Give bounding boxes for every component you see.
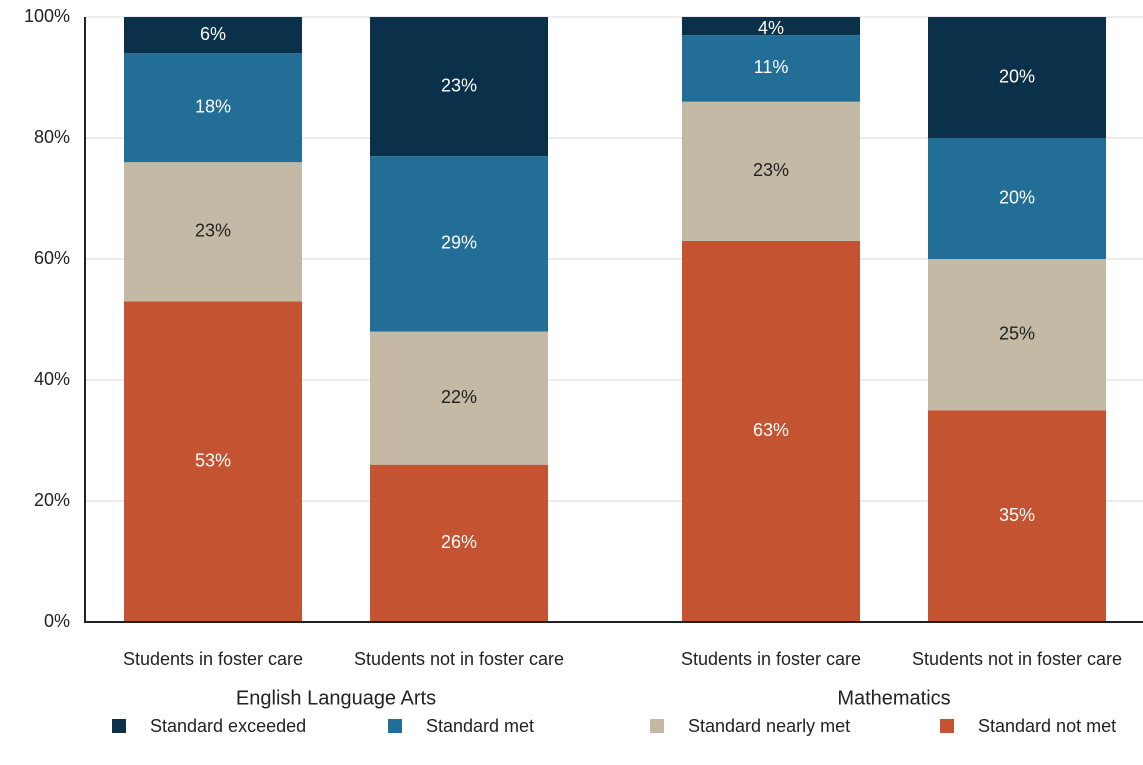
bar-segment — [928, 138, 1106, 259]
bar-segment — [124, 17, 302, 54]
data-label: 25% — [999, 323, 1035, 343]
bar-segment — [928, 259, 1106, 411]
y-tick-label: 20% — [34, 490, 70, 510]
bar-segment — [682, 240, 860, 622]
bar-segment — [682, 17, 860, 36]
bar-segment — [124, 162, 302, 302]
legend-label: Standard met — [426, 716, 534, 736]
data-label: 22% — [441, 387, 477, 407]
x-tick-label: Students not in foster care — [912, 649, 1122, 669]
data-label: 20% — [999, 66, 1035, 86]
data-label: 53% — [195, 450, 231, 470]
legend-swatch — [940, 719, 954, 733]
legend-swatch — [650, 719, 664, 733]
bar-segment — [682, 35, 860, 102]
bar-segment — [682, 101, 860, 241]
legend-label: Standard not met — [978, 716, 1116, 736]
data-label: 26% — [441, 532, 477, 552]
group-label: English Language Arts — [236, 687, 436, 709]
y-tick-label: 80% — [34, 127, 70, 147]
data-label: 4% — [758, 18, 784, 38]
bar-segment — [928, 410, 1106, 622]
data-label: 23% — [753, 160, 789, 180]
bar-segment — [124, 301, 302, 622]
bar-segment — [124, 53, 302, 163]
y-tick-label: 0% — [44, 611, 70, 631]
legend-label: Standard nearly met — [688, 716, 850, 736]
x-tick-label: Students in foster care — [681, 649, 861, 669]
data-label: 63% — [753, 420, 789, 440]
legend-item: Standard met — [388, 716, 534, 736]
bar-segment — [370, 464, 548, 622]
data-label: 23% — [195, 221, 231, 241]
legend-item: Standard exceeded — [112, 716, 306, 736]
legend-item: Standard not met — [940, 716, 1116, 736]
legend-swatch — [388, 719, 402, 733]
group-label: Mathematics — [837, 687, 950, 709]
legend-label: Standard exceeded — [150, 716, 306, 736]
y-tick-label: 100% — [24, 6, 70, 26]
bar-segment — [928, 17, 1106, 138]
data-label: 11% — [754, 57, 789, 77]
bar-segment — [370, 156, 548, 332]
data-label: 20% — [999, 187, 1035, 207]
x-tick-label: Students in foster care — [123, 649, 303, 669]
legend-swatch — [112, 719, 126, 733]
data-label: 29% — [441, 233, 477, 253]
bar-segment — [370, 331, 548, 465]
data-label: 6% — [200, 24, 226, 44]
y-tick-label: 40% — [34, 369, 70, 389]
legend-item: Standard nearly met — [650, 716, 850, 736]
bar-segment — [370, 17, 548, 157]
y-tick-label: 60% — [34, 248, 70, 268]
x-tick-label: Students not in foster care — [354, 649, 564, 669]
plot-area — [124, 17, 1106, 622]
data-label: 23% — [441, 75, 477, 95]
data-label: 18% — [195, 97, 231, 117]
data-label: 35% — [999, 505, 1035, 525]
